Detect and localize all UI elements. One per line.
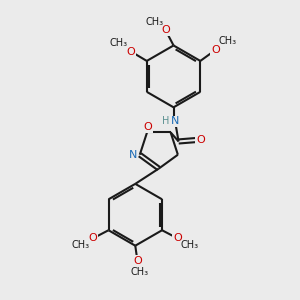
Text: O: O bbox=[89, 233, 98, 244]
Text: CH₃: CH₃ bbox=[72, 240, 90, 250]
Text: H: H bbox=[162, 116, 169, 126]
Text: CH₃: CH₃ bbox=[219, 37, 237, 46]
Text: CH₃: CH₃ bbox=[109, 38, 127, 48]
Text: CH₃: CH₃ bbox=[181, 240, 199, 250]
Text: N: N bbox=[170, 116, 179, 126]
Text: N: N bbox=[129, 150, 137, 160]
Text: O: O bbox=[173, 233, 182, 244]
Text: CH₃: CH₃ bbox=[145, 17, 163, 27]
Text: O: O bbox=[161, 25, 170, 35]
Text: CH₃: CH₃ bbox=[130, 267, 148, 277]
Text: O: O bbox=[133, 256, 142, 266]
Text: O: O bbox=[211, 45, 220, 55]
Text: O: O bbox=[143, 122, 152, 132]
Text: O: O bbox=[196, 135, 205, 145]
Text: O: O bbox=[126, 46, 135, 56]
